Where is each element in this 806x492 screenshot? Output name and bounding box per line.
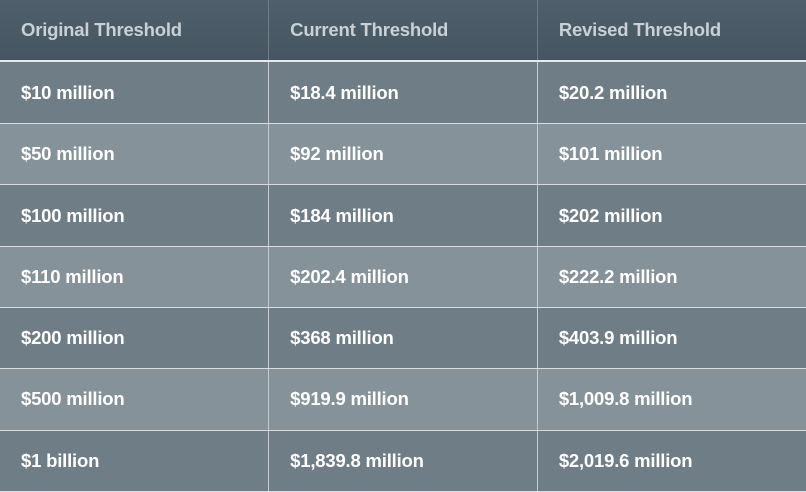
table-cell: $368 million: [268, 307, 538, 370]
table-cell: $20.2 million: [537, 61, 806, 125]
header-row: Original Threshold Current Threshold Revis…: [0, 0, 806, 62]
table-cell: $202.4 million: [268, 246, 538, 309]
table-header: Original Threshold Current Threshold Revis…: [0, 0, 806, 62]
table-cell: $92 million: [268, 123, 538, 186]
table-cell: $1 billion: [0, 430, 270, 492]
table-cell: $110 million: [0, 246, 270, 309]
header-cell: Original Threshold: [0, 0, 270, 62]
table-row: $1 billion $1,839.8 million $2,019.6 milli…: [0, 430, 806, 492]
table-row: $200 million $368 million $403.9 million: [0, 307, 806, 370]
table-cell: $184 million: [268, 184, 538, 247]
table-row: $100 million $184 million $202 million: [0, 184, 806, 247]
table-row: $500 million $919.9 million $1,009.8 milli…: [0, 368, 806, 431]
table-cell: $200 million: [0, 307, 270, 370]
table-cell: $202 million: [537, 184, 806, 247]
table-body: $10 million $18.4 million $20.2 million $50…: [0, 61, 806, 492]
table-cell: $18.4 million: [268, 61, 538, 125]
header-cell: Revised Threshold: [537, 0, 806, 62]
table-cell: $500 million: [0, 368, 270, 431]
table-row: $50 million $92 million $101 million: [0, 123, 806, 186]
table-cell: $403.9 million: [537, 307, 806, 370]
header-cell: Current Threshold: [268, 0, 538, 62]
table-cell: $50 million: [0, 123, 270, 186]
table-row: $10 million $18.4 million $20.2 million: [0, 61, 806, 125]
table-cell: $222.2 million: [537, 246, 806, 309]
table-cell: $10 million: [0, 61, 270, 125]
table-cell: $101 million: [537, 123, 806, 186]
table-row: $110 million $202.4 million $222.2 million: [0, 246, 806, 309]
table-cell: $1,009.8 million: [537, 368, 806, 431]
table-cell: $2,019.6 million: [537, 430, 806, 492]
table-cell: $100 million: [0, 184, 270, 247]
table-cell: $1,839.8 million: [268, 430, 538, 492]
table-cell: $919.9 million: [268, 368, 538, 431]
